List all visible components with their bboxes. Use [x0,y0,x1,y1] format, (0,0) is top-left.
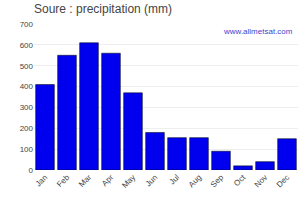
svg-text:Dec: Dec [275,173,291,189]
svg-text:May: May [120,173,137,190]
svg-text:Jul: Jul [168,173,182,187]
svg-text:Feb: Feb [55,172,72,189]
svg-text:400: 400 [20,82,34,91]
svg-text:100: 100 [20,145,34,154]
svg-text:0: 0 [29,166,34,175]
svg-text:500: 500 [20,62,34,71]
svg-text:Aug: Aug [187,173,203,189]
svg-text:300: 300 [20,103,34,112]
svg-text:Soure : precipitation (mm): Soure : precipitation (mm) [34,2,172,16]
svg-text:Nov: Nov [253,173,269,189]
svg-text:Apr: Apr [100,173,115,188]
svg-text:600: 600 [20,41,34,50]
svg-text:www.allmetsat.com: www.allmetsat.com [223,27,293,36]
svg-text:Mar: Mar [77,173,93,189]
svg-text:Sep: Sep [209,172,226,189]
svg-text:700: 700 [20,20,34,29]
svg-text:Jan: Jan [34,173,49,188]
svg-text:200: 200 [20,124,34,133]
svg-text:Jun: Jun [144,173,159,188]
svg-text:Oct: Oct [232,172,248,188]
